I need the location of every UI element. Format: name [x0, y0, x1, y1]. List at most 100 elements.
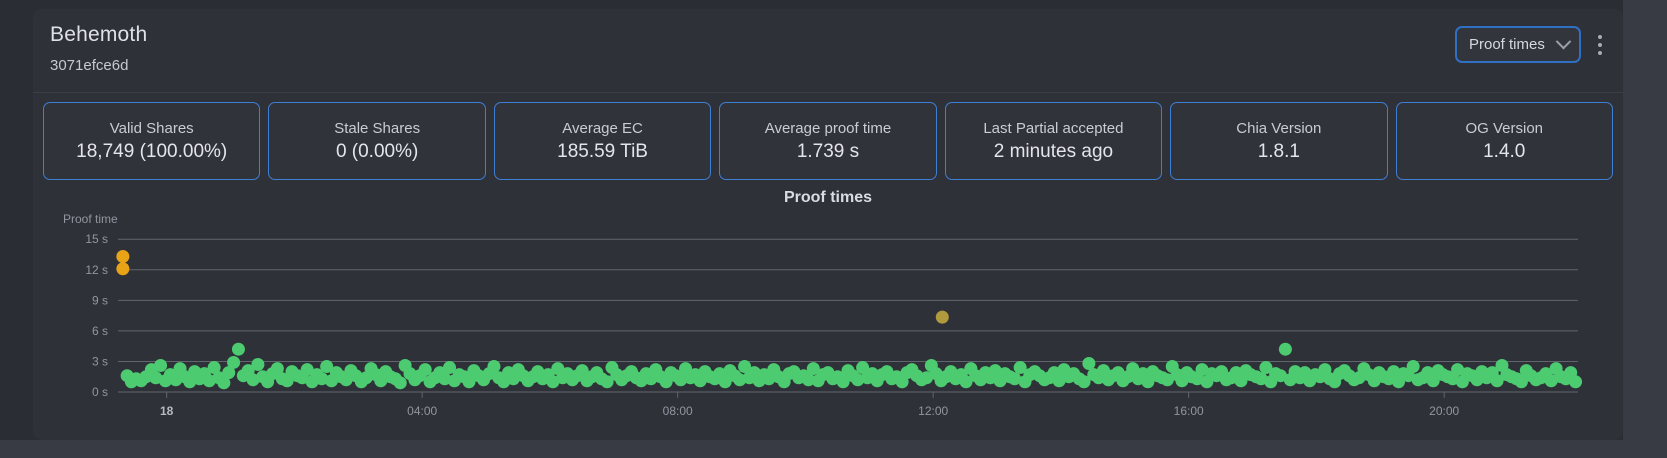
data-point: [1451, 363, 1465, 377]
data-point: [575, 364, 589, 378]
data-point: [1274, 369, 1288, 383]
data-point: [1234, 374, 1248, 388]
stat-card-label: Last Partial accepted: [983, 119, 1124, 137]
series-proof-times-slow-: [116, 250, 130, 276]
data-point: [1052, 374, 1066, 388]
data-point: [1160, 373, 1174, 387]
y-tick-label: 0 s: [92, 385, 108, 399]
data-point: [270, 362, 284, 376]
y-tick-label: 6 s: [92, 324, 108, 338]
stat-card: Last Partial accepted 2 minutes ago: [944, 102, 1163, 180]
data-point: [1278, 342, 1292, 356]
data-point: [674, 373, 688, 387]
stat-card-value: 185.59 TiB: [557, 140, 648, 162]
data-point: [959, 375, 973, 389]
chart-type-select-value: Proof times: [1469, 36, 1545, 53]
data-point: [806, 362, 820, 376]
header-controls: Proof times: [1455, 26, 1611, 63]
data-point: [546, 375, 560, 389]
data-point: [320, 360, 334, 374]
data-point: [1406, 360, 1420, 374]
series-proof-times-medium-: [935, 310, 949, 324]
stat-card: Average proof time 1.739 s: [719, 102, 937, 180]
stat-card: OG Version 1.4.0: [1395, 102, 1613, 180]
x-tick-label: 18: [160, 404, 174, 418]
launcher-id-label: 3071efce6d: [50, 57, 129, 74]
data-point: [438, 372, 452, 386]
data-point: [733, 373, 747, 387]
data-point: [222, 366, 236, 380]
data-point: [315, 372, 329, 386]
data-point: [1426, 374, 1440, 388]
data-point: [1514, 375, 1528, 389]
x-tick-label: 16:00: [1174, 404, 1204, 418]
x-tick-label: 04:00: [407, 404, 437, 418]
series-proof-times-normal-: [120, 342, 1583, 390]
stat-card-value: 1.4.0: [1483, 140, 1526, 162]
data-point: [300, 363, 314, 377]
y-axis-label: Proof time: [63, 212, 118, 226]
y-tick-label: 3 s: [92, 354, 108, 368]
data-point: [1008, 372, 1022, 386]
data-point: [600, 375, 614, 389]
data-point: [487, 360, 501, 374]
kebab-dot: [1598, 50, 1602, 55]
y-tick-label: 12 s: [85, 263, 108, 277]
stat-card-value: 1.8.1: [1257, 140, 1300, 162]
data-point: [1490, 374, 1504, 388]
data-point: [801, 373, 815, 387]
data-point: [227, 355, 241, 369]
data-point: [443, 361, 457, 375]
kebab-menu-icon[interactable]: [1589, 26, 1611, 63]
stat-card: Average EC 185.59 TiB: [493, 102, 712, 180]
stat-card-value: 18,749 (100.00%): [76, 140, 228, 162]
kebab-dot: [1598, 34, 1602, 39]
data-point: [251, 357, 265, 371]
stat-card-value: 1.739 s: [796, 140, 860, 162]
data-point: [1569, 375, 1583, 389]
data-point: [1077, 375, 1091, 389]
stat-card-label: Chia Version: [1236, 119, 1322, 137]
panel-header: Behemoth 3071efce6d Proof times: [33, 9, 1623, 93]
data-point: [462, 375, 476, 389]
data-point: [154, 359, 168, 373]
chart-type-select[interactable]: Proof times: [1455, 26, 1581, 63]
stat-card-label: Average EC: [562, 119, 643, 137]
data-point: [207, 361, 221, 375]
data-point: [1082, 356, 1096, 370]
stat-card: Valid Shares 18,749 (100.00%): [43, 102, 261, 180]
x-tick-label: 20:00: [1429, 404, 1459, 418]
data-point: [935, 310, 949, 324]
data-point: [231, 342, 245, 356]
data-point: [836, 375, 850, 389]
farmer-panel: Behemoth 3071efce6d Proof times Valid Sh…: [33, 9, 1623, 440]
stat-card-value: 0 (0.00%): [335, 140, 419, 162]
data-point: [1259, 361, 1273, 375]
stat-card: Stale Shares 0 (0.00%): [268, 102, 486, 180]
stat-card-value: 2 minutes ago: [993, 140, 1114, 162]
y-tick-label: 9 s: [92, 293, 108, 307]
data-point: [1195, 363, 1209, 377]
chart-title: Proof times: [783, 189, 872, 206]
y-tick-label: 15 s: [85, 232, 108, 246]
proof-times-chart: Proof times Proof time 0 s 3 s 6 s 9 s 12 s 1…: [33, 187, 1623, 437]
stat-card-row: Valid Shares 18,749 (100.00%) Stale Shares…: [33, 94, 1623, 180]
x-tick-label: 08:00: [663, 404, 693, 418]
stat-card-label: Average proof time: [764, 119, 892, 137]
data-point: [1013, 361, 1027, 375]
page-backdrop-left: [0, 0, 33, 458]
stat-card: Chia Version 1.8.1: [1170, 102, 1388, 180]
data-point: [851, 373, 865, 387]
stat-card-label: Valid Shares: [109, 119, 194, 137]
data-point: [116, 262, 130, 276]
page-title: Behemoth: [50, 23, 148, 46]
data-point: [1544, 374, 1558, 388]
stat-card-label: OG Version: [1465, 119, 1544, 137]
data-point: [418, 363, 432, 377]
data-point: [116, 250, 130, 264]
data-point: [738, 360, 752, 374]
page-backdrop-right: [1623, 0, 1667, 458]
x-tick-label: 12:00: [918, 404, 948, 418]
data-point: [718, 375, 732, 389]
